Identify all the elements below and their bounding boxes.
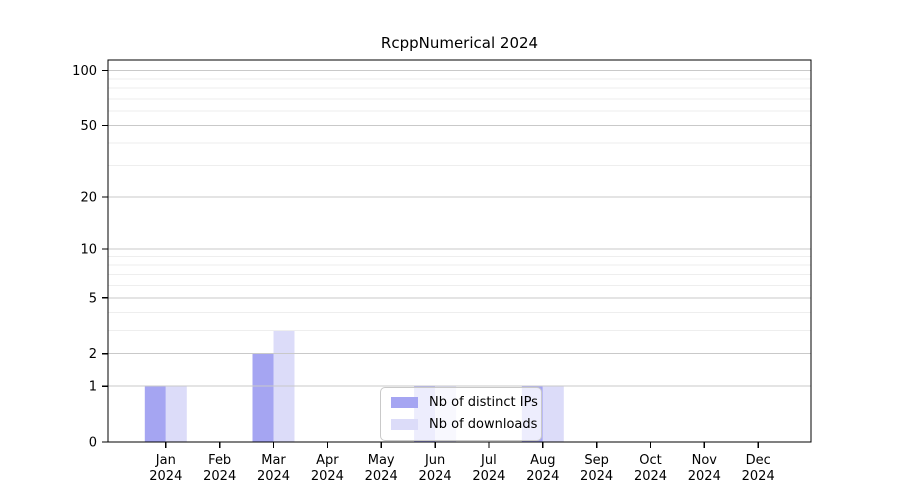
plot-border [107,59,812,443]
x-tick-label-year: 2024 [419,469,452,484]
y-tick-label: 5 [89,291,97,306]
x-axis-ticks [165,442,759,448]
bar-nb-of-downloads-aug [542,386,564,442]
x-tick-label-year: 2024 [365,469,398,484]
x-tick-label-month: Jun [424,453,445,468]
legend-item: Nb of downloads [391,417,537,432]
x-tick-label-month: Dec [746,453,771,468]
x-tick-label-year: 2024 [311,469,344,484]
x-tick-label-year: 2024 [688,469,721,484]
bar-nb-of-distinct-ips-mar [252,353,274,442]
legend-label: Nb of downloads [429,417,538,432]
y-tick-label: 100 [72,64,97,79]
legend-swatch [391,397,418,408]
x-tick-label-month: Apr [316,453,339,468]
legend-label: Nb of distinct IPs [429,395,538,410]
x-tick-label-year: 2024 [634,469,667,484]
gridlines-major [108,70,811,387]
y-tick-label: 20 [80,190,97,205]
x-tick-label-year: 2024 [580,469,613,484]
x-tick-label-year: 2024 [149,469,182,484]
x-tick-label-month: Mar [261,453,286,468]
x-tick-label-month: May [368,453,395,468]
y-tick-label: 50 [80,119,97,134]
chart-title: RcppNumerical 2024 [380,34,539,52]
y-tick-label: 10 [80,243,97,258]
y-tick-label: 2 [89,347,97,362]
legend-item: Nb of distinct IPs [391,395,538,410]
x-tick-label-year: 2024 [203,469,236,484]
y-tick-labels: 0 1 2 5 10 20 50 100 [72,64,97,451]
legend: Nb of distinct IPs Nb of downloads [380,387,542,441]
legend-swatch [391,419,418,430]
x-tick-label-month: Sep [584,453,609,468]
x-tick-label-year: 2024 [526,469,559,484]
x-tick-labels: Jan2024Feb2024Mar2024Apr2024May2024Jun20… [149,453,774,484]
x-tick-label-month: Jul [480,453,497,468]
bar-nb-of-downloads-jan [165,386,187,442]
y-tick-label: 0 [89,436,97,451]
x-tick-label-year: 2024 [257,469,290,484]
gridlines-minor [108,78,811,331]
x-tick-label-month: Oct [639,453,661,468]
x-tick-label-year: 2024 [472,469,505,484]
x-tick-label-year: 2024 [742,469,775,484]
y-axis-ticks [102,69,108,443]
x-tick-label-month: Jan [155,453,176,468]
bar-nb-of-distinct-ips-jan [144,386,166,442]
x-tick-label-month: Nov [692,453,718,468]
x-tick-label-month: Feb [208,453,231,468]
x-tick-label-month: Aug [530,453,555,468]
y-tick-label: 1 [89,380,97,395]
